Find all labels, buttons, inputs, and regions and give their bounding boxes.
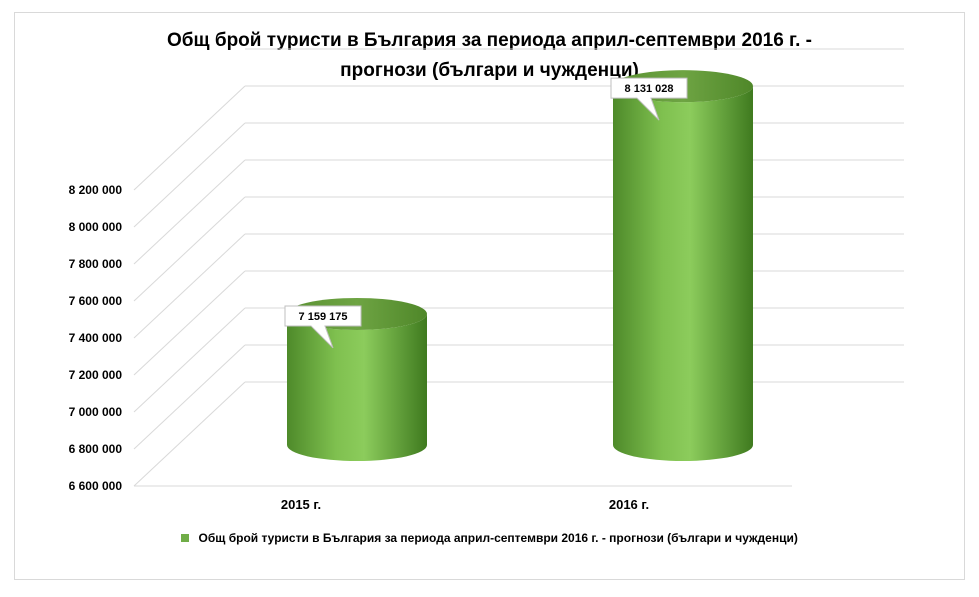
gridline [133, 381, 904, 487]
chart-title-line-2: прогнози (българи и чужденци) [340, 60, 639, 81]
y-tick-label: 7 600 000 [69, 294, 123, 308]
x-category-label: 2016 г. [609, 497, 649, 512]
chart-title: Общ брой туристи в България за периода а… [0, 26, 979, 86]
bar-2 [613, 70, 753, 461]
gridline [133, 159, 904, 265]
gridline [133, 233, 904, 339]
gridline [133, 85, 904, 191]
gridline [133, 307, 904, 413]
y-tick-label: 8 200 000 [69, 183, 123, 197]
data-label-1: 7 159 175 [284, 305, 362, 349]
legend-swatch [181, 534, 190, 542]
y-tick-label: 6 600 000 [69, 479, 123, 493]
gridline [133, 122, 904, 228]
gridline [133, 270, 904, 376]
gridline [133, 344, 904, 450]
y-tick-label: 7 000 000 [69, 405, 123, 419]
data-label-text: 8 131 028 [625, 83, 674, 95]
y-tick-label: 7 400 000 [69, 331, 123, 345]
data-label-text: 7 159 175 [299, 311, 348, 323]
chart-title-line-1: Общ брой туристи в България за периода а… [167, 30, 812, 51]
y-tick-label: 8 000 000 [69, 220, 123, 234]
data-label-2: 8 131 028 [610, 77, 688, 121]
y-tick-label: 7 800 000 [69, 257, 123, 271]
gridline [133, 196, 904, 302]
legend: Общ брой туристи в България за периода а… [0, 531, 979, 545]
chart-frame [14, 12, 965, 580]
legend-label: Общ брой туристи в България за периода а… [198, 531, 798, 545]
x-category-label: 2015 г. [281, 497, 321, 512]
y-tick-label: 6 800 000 [69, 442, 123, 456]
y-tick-label: 7 200 000 [69, 368, 123, 382]
